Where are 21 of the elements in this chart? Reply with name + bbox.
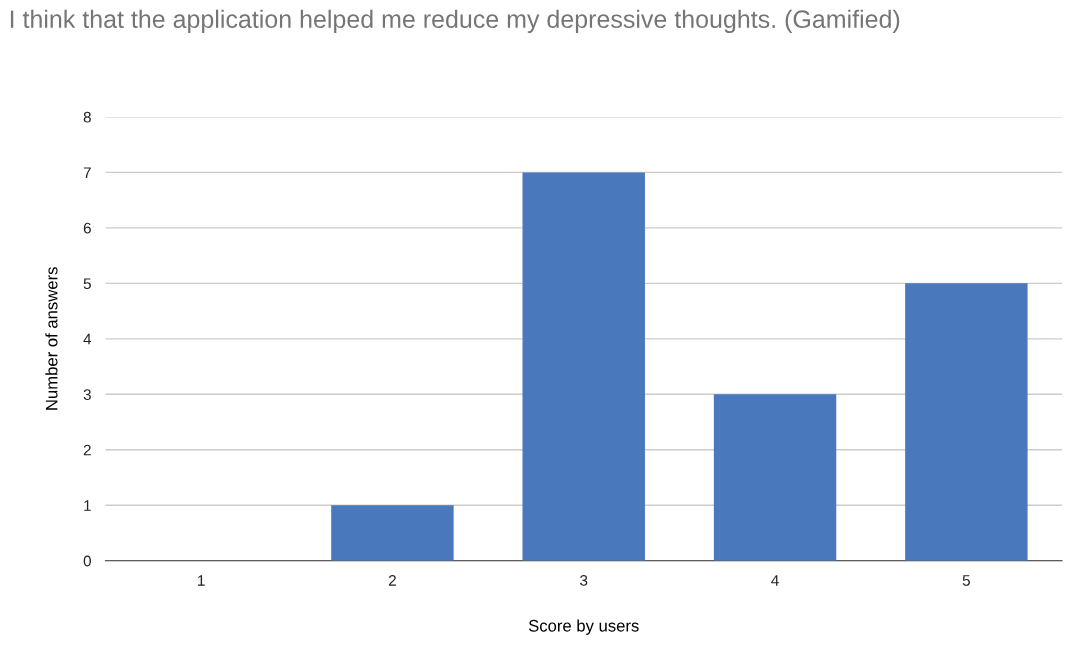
y-tick-label: 8	[83, 111, 91, 123]
chart-title: I think that the application helped me reduce my depressive thoughts. (Gamified)	[10, 9, 900, 33]
bar	[905, 283, 1028, 561]
y-tick-label: 0	[83, 555, 91, 567]
x-axis-title: Score by users	[528, 619, 639, 635]
x-tick-label: 1	[198, 575, 205, 586]
y-tick-label: 3	[83, 389, 91, 400]
bar	[713, 394, 837, 561]
x-tick-label: 2	[388, 575, 396, 586]
y-tick-label: 7	[83, 167, 91, 178]
y-tick-label: 5	[83, 278, 91, 290]
x-tick-label: 3	[580, 575, 588, 586]
y-tick-label: 1	[84, 500, 91, 511]
x-tick-label: 5	[962, 575, 970, 586]
y-tick-label: 6	[83, 222, 91, 234]
bar	[331, 505, 454, 561]
bar	[522, 172, 645, 561]
y-axis-title: Number of answers	[45, 267, 58, 410]
x-tick-label: 4	[771, 575, 779, 586]
y-tick-label: 4	[83, 333, 92, 345]
y-tick-label: 2	[83, 444, 91, 456]
